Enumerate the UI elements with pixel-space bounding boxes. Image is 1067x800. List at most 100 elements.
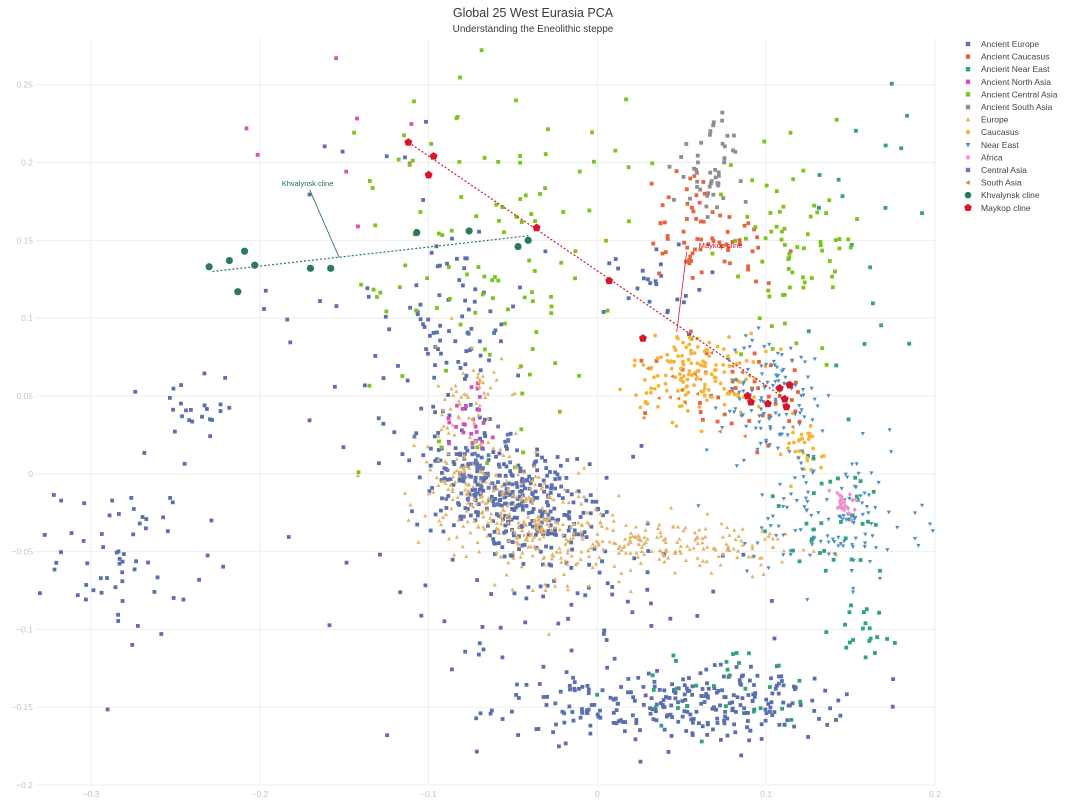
ancient-europe-point <box>689 717 694 722</box>
near-east-point <box>876 480 881 485</box>
ancient-south-asia-point <box>696 160 700 165</box>
europe-point <box>565 562 570 567</box>
ancient-europe-point <box>548 509 553 514</box>
europe-point <box>452 470 457 475</box>
south-asia-point <box>717 429 722 434</box>
ancient-central-asia-point <box>719 192 723 197</box>
near-east-point <box>770 384 776 388</box>
ancient-europe-point <box>340 149 345 154</box>
ancient-europe-point <box>530 492 535 497</box>
legend-item[interactable]: Ancient Caucasus <box>965 52 1050 62</box>
europe-point <box>597 555 602 560</box>
near-east-point <box>812 397 817 402</box>
ancient-caucasus-point <box>746 264 750 269</box>
ancient-south-asia-point <box>713 175 718 180</box>
south-asia-point <box>727 388 732 394</box>
ancient-europe-point <box>546 529 551 533</box>
ancient-europe-point <box>457 278 462 282</box>
ancient-europe-point <box>209 518 214 523</box>
near-east-point <box>867 559 873 564</box>
legend-marker <box>965 130 971 135</box>
europe-point <box>598 520 603 525</box>
ancient-europe-point <box>634 721 639 726</box>
ancient-europe-point <box>504 487 509 491</box>
legend-item[interactable]: Europe <box>965 115 1009 125</box>
ancient-near-east-point <box>780 706 785 711</box>
europe-point <box>559 555 564 560</box>
ancient-europe-point <box>447 329 451 334</box>
legend-item[interactable]: Africa <box>965 152 1003 162</box>
cline-lines <box>205 138 794 411</box>
ancient-europe-point <box>500 655 505 660</box>
europe-point <box>672 551 677 555</box>
ancient-europe-point <box>414 431 419 436</box>
near-east-point <box>912 536 918 541</box>
ancient-europe-point <box>424 119 428 124</box>
y-tick-label: −0.05 <box>11 547 33 557</box>
ancient-central-asia-point <box>534 330 539 335</box>
legend-item[interactable]: Khvalynsk cline <box>964 190 1040 200</box>
europe-point <box>575 560 580 565</box>
legend-item[interactable]: South Asia <box>965 178 1022 188</box>
ancient-europe-point <box>445 261 449 266</box>
ancient-europe-point <box>373 354 378 358</box>
ancient-near-east-point <box>724 659 729 664</box>
ancient-europe-point <box>481 647 486 652</box>
europe-point <box>493 472 499 477</box>
ancient-europe-point <box>477 229 481 234</box>
ancient-europe-point <box>630 713 635 718</box>
ancient-europe-point <box>759 737 764 741</box>
ancient-caucasus-point <box>717 240 722 245</box>
ancient-europe-point <box>458 366 463 370</box>
ancient-europe-point <box>488 309 493 314</box>
caucasus-point <box>676 354 680 359</box>
maykop-cline-point <box>404 138 413 146</box>
legend-item[interactable]: Central Asia <box>965 165 1027 175</box>
ancient-europe-point <box>586 687 591 692</box>
ancient-europe-point <box>538 483 542 488</box>
ancient-europe-point <box>113 585 118 590</box>
legend-item[interactable]: Ancient South Asia <box>965 102 1053 112</box>
legend-item[interactable]: Near East <box>965 140 1020 150</box>
caucasus-point <box>797 449 802 454</box>
ancient-caucasus-point <box>766 443 771 448</box>
legend-item[interactable]: Maykop cline <box>964 203 1031 213</box>
ancient-europe-point <box>131 507 136 511</box>
ancient-europe-point <box>595 712 600 717</box>
ancient-europe-point <box>479 455 484 460</box>
ancient-europe-point <box>745 719 750 723</box>
legend-item[interactable]: Ancient Near East <box>965 64 1050 74</box>
legend-marker <box>964 203 972 212</box>
ancient-europe-point <box>553 477 558 481</box>
legend-item[interactable]: Caucasus <box>965 127 1019 137</box>
ancient-central-asia-point <box>457 160 462 164</box>
legend-label: Near East <box>981 140 1019 150</box>
ancient-europe-point <box>477 487 482 492</box>
ancient-europe-point <box>712 705 716 710</box>
ancient-north-asia-point <box>480 439 484 444</box>
near-east-point <box>776 379 781 384</box>
ancient-caucasus-point <box>769 363 773 368</box>
ancient-south-asia-point <box>707 184 712 189</box>
near-east-point <box>781 505 786 509</box>
central-asia-point <box>510 482 515 487</box>
ancient-central-asia-point <box>483 347 487 352</box>
caucasus-point <box>685 377 690 382</box>
ancient-europe-point <box>553 701 558 706</box>
caucasus-point <box>722 402 727 407</box>
ancient-near-east-point <box>853 475 858 480</box>
near-east-point <box>810 471 815 476</box>
legend-item[interactable]: Ancient Europe <box>965 39 1040 49</box>
ancient-europe-point <box>626 599 630 604</box>
legend-item[interactable]: Ancient North Asia <box>965 77 1051 87</box>
ancient-south-asia-point <box>681 175 686 179</box>
ancient-europe-point <box>172 429 177 434</box>
ancient-near-east-point <box>899 146 904 151</box>
ancient-europe-point <box>91 588 96 593</box>
europe-point <box>466 415 471 420</box>
ancient-europe-point <box>569 566 574 570</box>
legend-item[interactable]: Ancient Central Asia <box>965 89 1058 99</box>
ancient-europe-point <box>499 503 504 508</box>
caucasus-point <box>707 340 712 345</box>
caucasus-point <box>672 345 677 350</box>
